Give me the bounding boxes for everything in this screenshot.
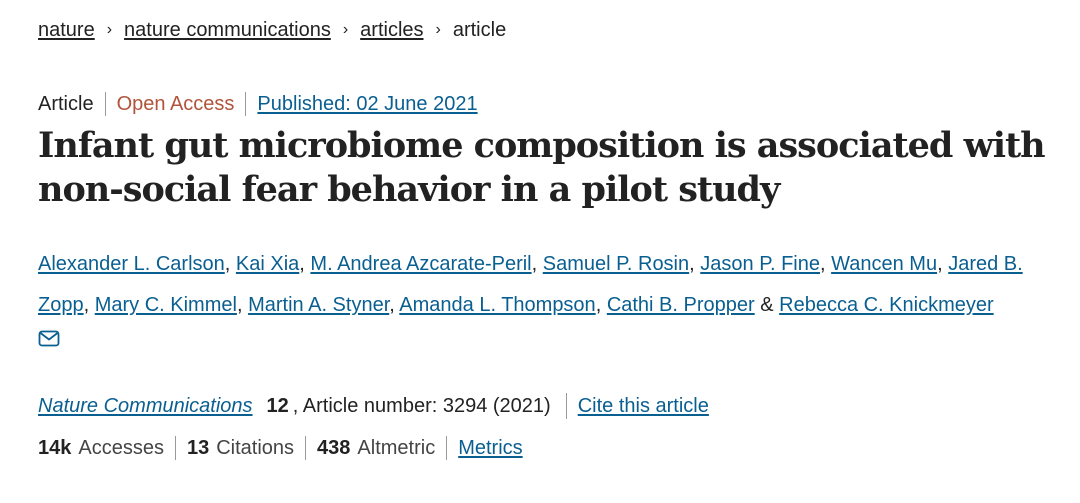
corresponding-author [38, 328, 60, 354]
author-separator: , [595, 294, 607, 316]
author-list: Alexander L. Carlson, Kai Xia, M. Andrea… [38, 244, 1048, 326]
author-separator: , [224, 253, 236, 275]
metrics-link[interactable]: Metrics [458, 437, 523, 459]
accesses-label: Accesses [78, 437, 164, 459]
breadcrumb-link-nature[interactable]: nature [38, 19, 95, 41]
author-link[interactable]: M. Andrea Azcarate-Peril [310, 253, 532, 275]
breadcrumb-link-nature-communications[interactable]: nature communications [124, 19, 331, 41]
altmetric-score: 438 [317, 437, 351, 459]
citations-count: 13 [186, 437, 210, 459]
breadcrumb-separator: › [342, 21, 349, 38]
author-link[interactable]: Wancen Mu [831, 253, 938, 275]
author-link[interactable]: Alexander L. Carlson [38, 253, 225, 275]
breadcrumb-current: article [452, 19, 507, 41]
author-link[interactable]: Martin A. Styner [248, 294, 390, 316]
author-separator: , [236, 294, 249, 316]
author-separator: , [937, 253, 949, 275]
breadcrumb-separator: › [435, 21, 441, 38]
author-separator: , [819, 253, 832, 275]
altmetric-label: Altmetric [357, 437, 436, 459]
mail-icon[interactable] [38, 330, 60, 352]
article-metrics: 14k Accesses 13 Citations 438 Altmetric … [38, 434, 523, 462]
author-separator: , [389, 294, 400, 316]
published-date-link[interactable]: Published: 02 June 2021 [257, 93, 478, 115]
author-separator: , [531, 253, 543, 275]
author-separator: , [83, 294, 95, 316]
breadcrumb-link-articles[interactable]: articles [360, 19, 424, 41]
article-type: Article [38, 93, 94, 115]
journal-link[interactable]: Nature Communications [38, 395, 253, 417]
author-ampersand: & [754, 294, 780, 316]
citations-label: Citations [216, 437, 295, 459]
breadcrumb: nature › nature communications › article… [38, 16, 506, 44]
author-link[interactable]: Amanda L. Thompson [399, 294, 596, 316]
meta-divider [104, 92, 106, 116]
author-link[interactable]: Kai Xia [235, 253, 300, 275]
author-link[interactable]: Jason P. Fine [700, 253, 820, 275]
article-meta: Article Open Access Published: 02 June 2… [38, 90, 478, 118]
author-separator: , [689, 253, 701, 275]
metrics-divider [174, 436, 176, 460]
article-number: , Article number: 3294 (2021) [292, 395, 551, 417]
cite-this-article-link[interactable]: Cite this article [577, 395, 709, 417]
metrics-divider [305, 436, 307, 460]
author-link[interactable]: Mary C. Kimmel [94, 294, 237, 316]
journal-volume: 12 [266, 395, 289, 417]
citation-divider [565, 393, 567, 419]
breadcrumb-separator: › [106, 21, 113, 38]
metrics-divider [446, 436, 448, 460]
meta-divider [245, 92, 247, 116]
citation-line: Nature Communications 12 , Article numbe… [38, 392, 709, 420]
author-separator: , [299, 253, 311, 275]
article-title: Infant gut microbiome composition is ass… [38, 125, 1046, 210]
author-link[interactable]: Rebecca C. Knickmeyer [779, 294, 994, 316]
author-link[interactable]: Samuel P. Rosin [542, 253, 690, 275]
accesses-count: 14k [38, 437, 72, 459]
open-access-badge: Open Access [116, 93, 235, 115]
author-link[interactable]: Cathi B. Propper [606, 294, 755, 316]
author-link[interactable]: Jared B. Zopp [38, 253, 1023, 316]
